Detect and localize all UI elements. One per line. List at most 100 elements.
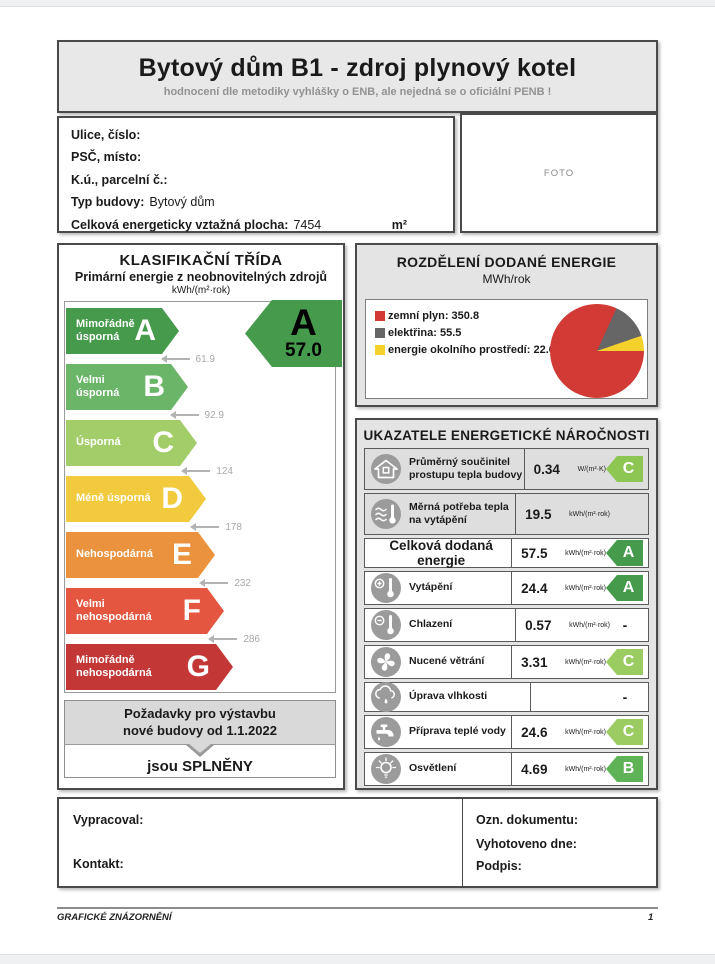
title-box: Bytový dům B1 - zdroj plynový kotel hodn… [57,40,658,113]
energy-class-label: Mimořádně úsporná [76,317,135,343]
energy-class-row-a: Mimořádně úsporná A [66,308,335,354]
indicator-value: 57.5 [521,545,548,561]
energy-class-letter: A [134,314,156,347]
indicators-box: UKAZATELE ENERGETICKÉ NÁROČNOSTI Průměrn… [355,418,658,790]
cloud-drop-icon [371,682,401,712]
threshold-value: 178 [225,521,242,533]
indicator-row: Celková dodaná energie 57.5 kWh/(m²·rok) A [364,538,649,568]
indicator-unit: kWh/(m²·rok) [565,728,606,736]
requirements-box: Požadavky pro výstavbu nové budovy od 1.… [65,701,335,745]
indicator-row-left: Průměrný součinitel prostupu tepla budov… [365,449,525,489]
indicator-row-right: 19.5 kWh/(m²·rok) [516,494,648,534]
indicator-row-left: Nucené větrání [365,646,513,678]
indicator-label: Nucené větrání [409,655,485,668]
info-field: PSČ, místo: [71,150,453,172]
indicator-class-arrow: B [606,756,643,782]
threshold-value: 124 [216,465,233,477]
info-field-label: PSČ, místo: [71,150,142,165]
doc-number-label: Ozn. dokumentu: [476,813,579,827]
indicator-row: Vytápění 24.4 kWh/(m²·rok) A [364,571,649,605]
indicator-class-dash: - [622,617,628,633]
legend-item: energie okolního prostředí: 22.6 [375,341,555,358]
energy-class-arrow-d: Méně úsporná D [66,476,206,522]
indicator-class-arrow: A [606,575,643,601]
indicator-label: Měrná potřeba tepla na vytápění [409,500,509,526]
classification-header: KLASIFIKAČNÍ TŘÍDA Primární energie z ne… [59,245,343,296]
indicator-value: 24.4 [521,580,548,596]
page-title: Bytový dům B1 - zdroj plynový kotel [138,54,577,82]
indicator-row: Příprava teplé vody 24.6 kWh/(m²·rok) C [364,715,649,749]
indicator-label: Osvětlení [409,762,457,775]
energy-class-row-b: Velmi úsporná B [66,364,335,410]
thermo-minus-icon [371,610,401,640]
viewer-bottom-edge [0,954,715,964]
signature-label: Podpis: [476,859,522,873]
contact-label: Kontakt: [73,857,124,871]
info-field-value: 7454 [293,217,322,232]
requirements-line1: Požadavky pro výstavbu [124,706,276,721]
indicator-row: Nucené větrání 3.31 kWh/(m²·rok) C [364,645,649,679]
indicator-row: Úprava vlhkosti - [364,682,649,712]
threshold-marker: 92.9 [66,410,224,421]
energy-class-letter: D [161,482,183,515]
energy-class-letter: B [143,370,165,403]
threshold-marker: 178 [66,521,242,533]
energy-class-row-c: Úsporná C [66,420,335,466]
result-class-value: 57.0 [285,340,322,362]
energy-distribution-box: ROZDĚLENÍ DODANÉ ENERGIE MWh/rok zemní p… [355,243,658,407]
legend-label: elektřina: 55.5 [388,326,462,339]
indicator-row-right: 24.6 kWh/(m²·rok) C [512,716,648,748]
energy-class-letter: E [171,538,192,571]
indicator-row-right: 0.57 kWh/(m²·rok) - [516,609,648,641]
threshold-marker: 61.9 [66,353,215,365]
indicator-row-left: Chlazení [365,609,517,641]
pie-chart [550,304,644,398]
building-info-box: Ulice, číslo: PSČ, místo: K.ú., parcelní č… [57,116,455,233]
legend-label: energie okolního prostředí: 22.6 [388,343,555,356]
indicator-row-left: Příprava teplé vody [365,716,513,748]
indicator-class-arrow: A [606,540,643,566]
energy-class-label: Mimořádně nehospodárná [76,653,152,679]
indicator-row-right: 4.69 kWh/(m²·rok) B [512,753,648,785]
threshold-marker: 232 [66,578,251,589]
legend-label: zemní plyn: 350.8 [388,309,480,322]
indicator-class-arrow: C [606,719,643,745]
requirements-line2: nové budovy od 1.1.2022 [123,722,277,738]
requirements-callout: Požadavky pro výstavbu nové budovy od 1.… [64,700,336,778]
indicator-row: Osvětlení 4.69 kWh/(m²·rok) B [364,752,649,786]
energy-class-arrow-a: Mimořádně úsporná A [66,308,179,354]
indicator-row-left: Měrná potřeba tepla na vytápění [365,494,517,534]
threshold-value: 286 [243,633,260,645]
bulb-icon [371,754,401,784]
info-field-unit: m² [391,217,407,232]
indicator-row-right: - [531,683,648,711]
indicator-class-dash: - [622,689,628,705]
threshold-value: 61.9 [195,353,215,365]
viewer-top-edge [0,0,715,7]
thermo-plus-icon [371,573,401,603]
indicator-unit: W/(m²·K) [577,465,606,473]
energy-class-letter: C [152,426,174,459]
indicator-unit: kWh/(m²·rok) [565,584,606,592]
indicator-row-right: 57.5 kWh/(m²·rok) A [512,539,648,567]
indicators-rows: Průměrný součinitel prostupu tepla budov… [364,448,649,789]
indicator-value: 19.5 [525,506,552,522]
signature-box: Vypracoval: Kontakt: Ozn. dokumentu: Vyh… [57,797,658,888]
signature-box-divider [462,799,463,886]
legend-item: elektřina: 55.5 [375,324,555,341]
energy-class-row-f: Velmi nehospodárná F [66,588,335,634]
indicator-class-arrow: C [606,456,643,482]
house-icon [371,454,401,484]
indicator-label: Chlazení [409,618,453,631]
threshold-arrow-icon [169,411,199,419]
issued-date-label: Vyhotoveno dne: [476,837,577,851]
energy-class-label: Nehospodárná [76,548,154,561]
energy-class-label: Velmi nehospodárná [76,597,152,623]
legend-item: zemní plyn: 350.8 [375,307,555,324]
indicator-row-left: Celková dodaná energie [365,538,513,568]
info-field-label: Celková energeticky vztažná plocha: [71,217,289,232]
info-field-value: Bytový dům [149,195,215,210]
threshold-arrow-icon [160,355,190,363]
indicator-label: Příprava teplé vody [409,725,506,738]
threshold-arrow-icon [199,579,229,587]
